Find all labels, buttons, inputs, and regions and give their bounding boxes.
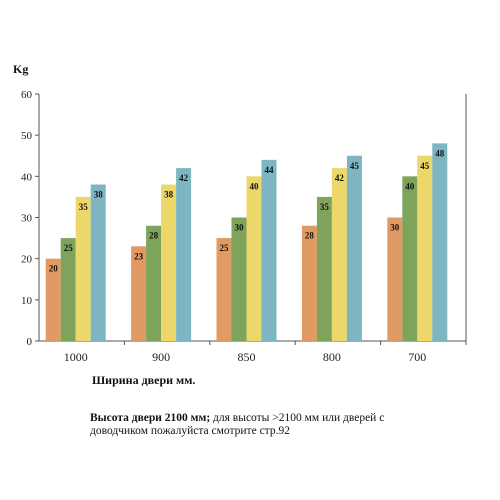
bar xyxy=(176,168,192,341)
bar xyxy=(402,176,418,341)
y-tick-label: 20 xyxy=(21,254,33,266)
bar xyxy=(216,238,232,341)
bar-value-label: 25 xyxy=(220,243,230,253)
bar-value-label: 48 xyxy=(435,148,445,158)
bar-value-label: 28 xyxy=(305,231,315,241)
bar-value-label: 30 xyxy=(235,223,245,233)
bars: 20 25 35 38 23 28 38 42 25 30 40 44 28 35 42 45 30 40 45 48 xyxy=(45,143,448,341)
bar-value-label: 38 xyxy=(164,190,174,200)
bar xyxy=(387,217,403,341)
bar xyxy=(417,155,433,341)
x-tick-label: 900 xyxy=(152,350,170,364)
bar-value-label: 45 xyxy=(350,161,360,171)
footnote-text: для высоты >2100 мм или дверей с доводчи… xyxy=(90,412,385,437)
bar-value-label: 45 xyxy=(420,161,430,171)
x-axis-title: Ширина двери мм. xyxy=(92,373,196,387)
bar-value-label: 40 xyxy=(250,181,260,191)
y-tick-label: 30 xyxy=(21,213,33,225)
x-tick-label: 800 xyxy=(323,350,341,364)
bar-value-label: 28 xyxy=(149,231,159,241)
bar-value-label: 44 xyxy=(265,165,275,175)
bar-value-label: 25 xyxy=(64,243,74,253)
bar xyxy=(90,184,106,341)
bar xyxy=(331,168,347,341)
bar xyxy=(60,238,76,341)
y-tick-label: 10 xyxy=(21,295,33,307)
x-tick-label: 1000 xyxy=(64,350,88,364)
bar xyxy=(432,143,448,341)
axes: 0 10 20 30 40 50 60 1000 900 850 800 700 xyxy=(21,89,467,364)
y-tick-label: 60 xyxy=(21,89,33,101)
bar-value-label: 35 xyxy=(79,202,89,212)
footnote-bold: Высота двери 2100 мм; xyxy=(90,412,211,424)
x-tick-label: 850 xyxy=(238,350,256,364)
bar xyxy=(261,159,277,341)
bar xyxy=(246,176,262,341)
bar-value-label: 20 xyxy=(49,264,59,274)
bar xyxy=(316,196,332,341)
bar xyxy=(161,184,177,341)
bar xyxy=(75,196,91,341)
bar-value-label: 35 xyxy=(320,202,330,212)
footnote: Высота двери 2100 мм; для высоты >2100 м… xyxy=(90,412,420,438)
bar-value-label: 40 xyxy=(405,181,415,191)
y-tick-label: 40 xyxy=(21,171,33,183)
bar xyxy=(301,225,317,341)
bar xyxy=(231,217,247,341)
bar xyxy=(146,225,162,341)
x-tick-label: 700 xyxy=(408,350,426,364)
bar xyxy=(131,246,147,341)
bar xyxy=(45,258,61,341)
bar-value-label: 38 xyxy=(94,190,104,200)
bar-value-label: 30 xyxy=(390,223,400,233)
y-axis-label: Kg xyxy=(13,62,28,76)
bar-value-label: 42 xyxy=(179,173,189,183)
y-tick-label: 50 xyxy=(21,130,33,142)
bar-value-label: 42 xyxy=(335,173,345,183)
y-tick-label: 0 xyxy=(27,336,33,348)
bar-value-label: 23 xyxy=(134,251,144,261)
bar xyxy=(346,155,362,341)
